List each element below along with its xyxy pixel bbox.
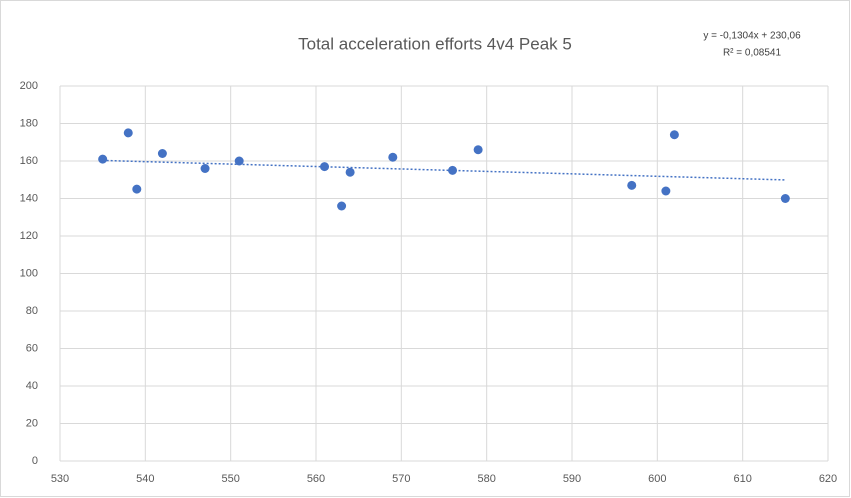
y-tick-label: 40: [26, 380, 38, 392]
y-tick-label: 180: [20, 117, 38, 129]
x-tick-label: 600: [648, 473, 666, 485]
x-tick-label: 580: [477, 473, 495, 485]
point: [157, 149, 167, 158]
point: [345, 167, 355, 177]
x-tick-label: 540: [136, 473, 154, 485]
y-tick-label: 20: [26, 417, 38, 429]
point: [200, 164, 210, 173]
trend-r-squared: R² = 0,08541: [723, 48, 782, 59]
x-tick-label: 610: [733, 473, 751, 485]
point: [780, 194, 790, 203]
y-tick-label: 200: [20, 80, 38, 92]
point: [132, 184, 142, 194]
y-tick-label: 60: [26, 342, 38, 354]
point: [473, 145, 483, 155]
y-tick-label: 140: [20, 192, 38, 204]
x-tick-label: 530: [51, 473, 69, 485]
point: [337, 201, 347, 211]
chart-title: Total acceleration efforts 4v4 Peak 5: [298, 34, 572, 53]
trend-equation: y = -0,1304x + 230,06: [703, 31, 801, 42]
y-tick-label: 100: [20, 267, 38, 279]
point: [123, 128, 133, 138]
point: [661, 186, 671, 196]
y-tick-label: 120: [20, 230, 38, 242]
x-tick-label: 620: [819, 473, 837, 485]
x-tick-label: 550: [221, 473, 239, 485]
x-tick-label: 560: [307, 473, 325, 485]
y-tick-label: 80: [26, 305, 38, 317]
point: [627, 180, 637, 190]
y-tick-label: 0: [32, 455, 38, 467]
point: [98, 154, 108, 164]
trendline: [102, 159, 786, 181]
y-tick-label: 160: [20, 155, 38, 167]
point: [234, 156, 244, 166]
point: [669, 130, 679, 140]
point: [448, 165, 458, 175]
x-tick-label: 570: [392, 473, 410, 485]
point: [388, 152, 398, 162]
x-tick-label: 590: [563, 473, 581, 485]
